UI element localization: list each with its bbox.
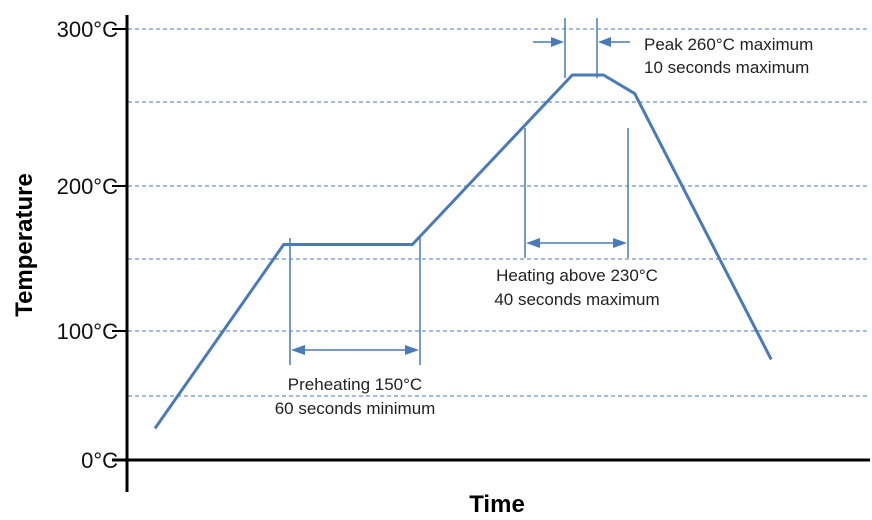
heating-arrow-right	[613, 238, 627, 248]
preheat-arrow-right	[405, 345, 419, 355]
peak-annotation-line2: 10 seconds maximum	[644, 58, 809, 77]
y-tick-label-200: 200°C	[57, 174, 119, 199]
grid-lines	[128, 28, 870, 397]
peak-annotation-line1: Peak 260°C maximum	[644, 35, 813, 54]
preheat-arrow-left	[291, 345, 305, 355]
y-axis-label: Temperature	[11, 173, 38, 317]
y-tick-labels: 0°C 100°C 200°C 300°C	[57, 17, 119, 473]
profile-series	[153, 73, 773, 430]
peak-arrow-left-head	[551, 37, 564, 47]
x-axis-label: Time	[469, 491, 525, 518]
heating-arrow-left	[526, 238, 540, 248]
y-tick-label-0: 0°C	[81, 448, 118, 473]
annotation-lines	[289, 18, 630, 365]
annotations: Peak 260°C maximum 10 seconds maximum He…	[275, 35, 814, 418]
heating-annotation-line2: 40 seconds maximum	[494, 290, 659, 309]
profile-line	[153, 73, 773, 430]
heating-annotation-line1: Heating above 230°C	[496, 266, 658, 285]
preheat-annotation-line1: Preheating 150°C	[288, 375, 422, 394]
y-tick-label-300: 300°C	[57, 17, 119, 42]
y-tick-label-100: 100°C	[57, 319, 119, 344]
axes	[112, 15, 870, 492]
preheat-annotation-line2: 60 seconds minimum	[275, 399, 436, 418]
peak-arrow-right-head	[598, 37, 611, 47]
